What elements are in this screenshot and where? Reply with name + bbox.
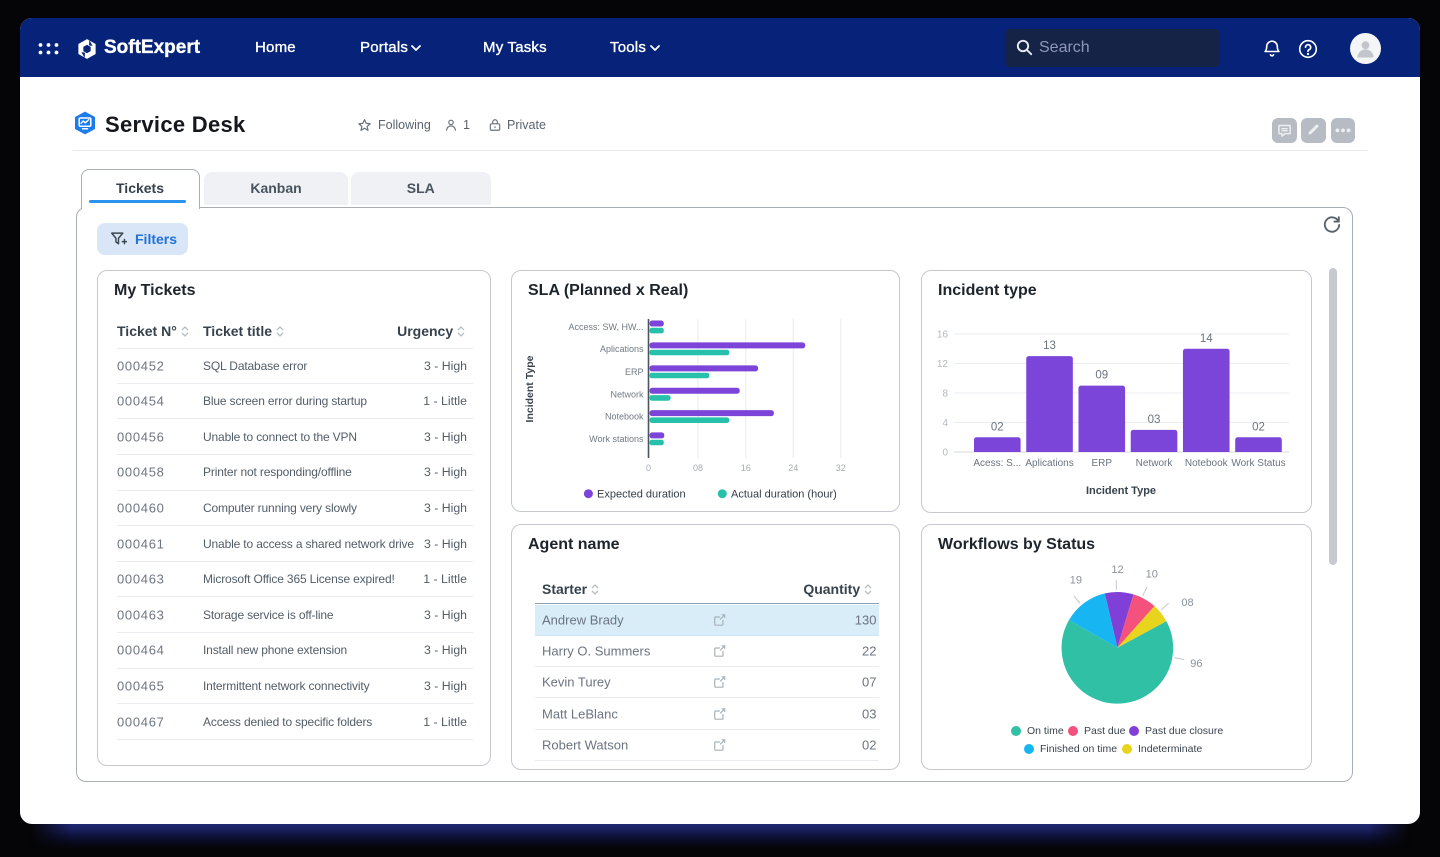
svg-text:Access: SW, HW...: Access: SW, HW...: [568, 322, 643, 332]
svg-text:12: 12: [937, 359, 949, 370]
svg-text:Work stations: Work stations: [589, 434, 644, 444]
svg-text:09: 09: [1095, 370, 1108, 382]
svg-text:Notebook: Notebook: [1185, 458, 1229, 469]
svg-text:Incident Type: Incident Type: [1086, 485, 1156, 497]
svg-text:08: 08: [693, 463, 703, 473]
svg-text:Notebook: Notebook: [605, 412, 644, 422]
svg-text:8: 8: [942, 389, 948, 400]
svg-text:12: 12: [1111, 564, 1123, 576]
svg-text:02: 02: [991, 421, 1004, 433]
svg-text:ERP: ERP: [625, 367, 644, 377]
svg-text:Work Status: Work Status: [1231, 458, 1285, 469]
svg-text:03: 03: [1148, 414, 1161, 426]
svg-text:Network: Network: [610, 389, 644, 399]
svg-text:Aplications: Aplications: [600, 344, 644, 354]
svg-text:16: 16: [937, 330, 949, 341]
svg-text:02: 02: [1252, 421, 1265, 433]
svg-text:96: 96: [1190, 658, 1202, 670]
svg-text:Actual duration (hour): Actual duration (hour): [731, 489, 837, 501]
svg-text:Network: Network: [1136, 458, 1174, 469]
svg-text:24: 24: [788, 463, 798, 473]
svg-text:16: 16: [741, 463, 751, 473]
svg-text:4: 4: [942, 418, 948, 429]
svg-text:Incident Type: Incident Type: [524, 355, 536, 422]
svg-text:19: 19: [1070, 575, 1082, 587]
svg-text:Acess: S...: Acess: S...: [973, 458, 1021, 469]
svg-text:32: 32: [836, 463, 846, 473]
svg-text:0: 0: [646, 463, 651, 473]
svg-text:08: 08: [1181, 597, 1193, 609]
svg-text:10: 10: [1146, 569, 1158, 581]
svg-text:0: 0: [942, 448, 948, 459]
svg-text:Expected duration: Expected duration: [597, 489, 686, 501]
svg-text:14: 14: [1200, 333, 1213, 345]
svg-text:Aplications: Aplications: [1025, 458, 1073, 469]
svg-text:13: 13: [1043, 340, 1056, 352]
svg-text:ERP: ERP: [1091, 458, 1112, 469]
